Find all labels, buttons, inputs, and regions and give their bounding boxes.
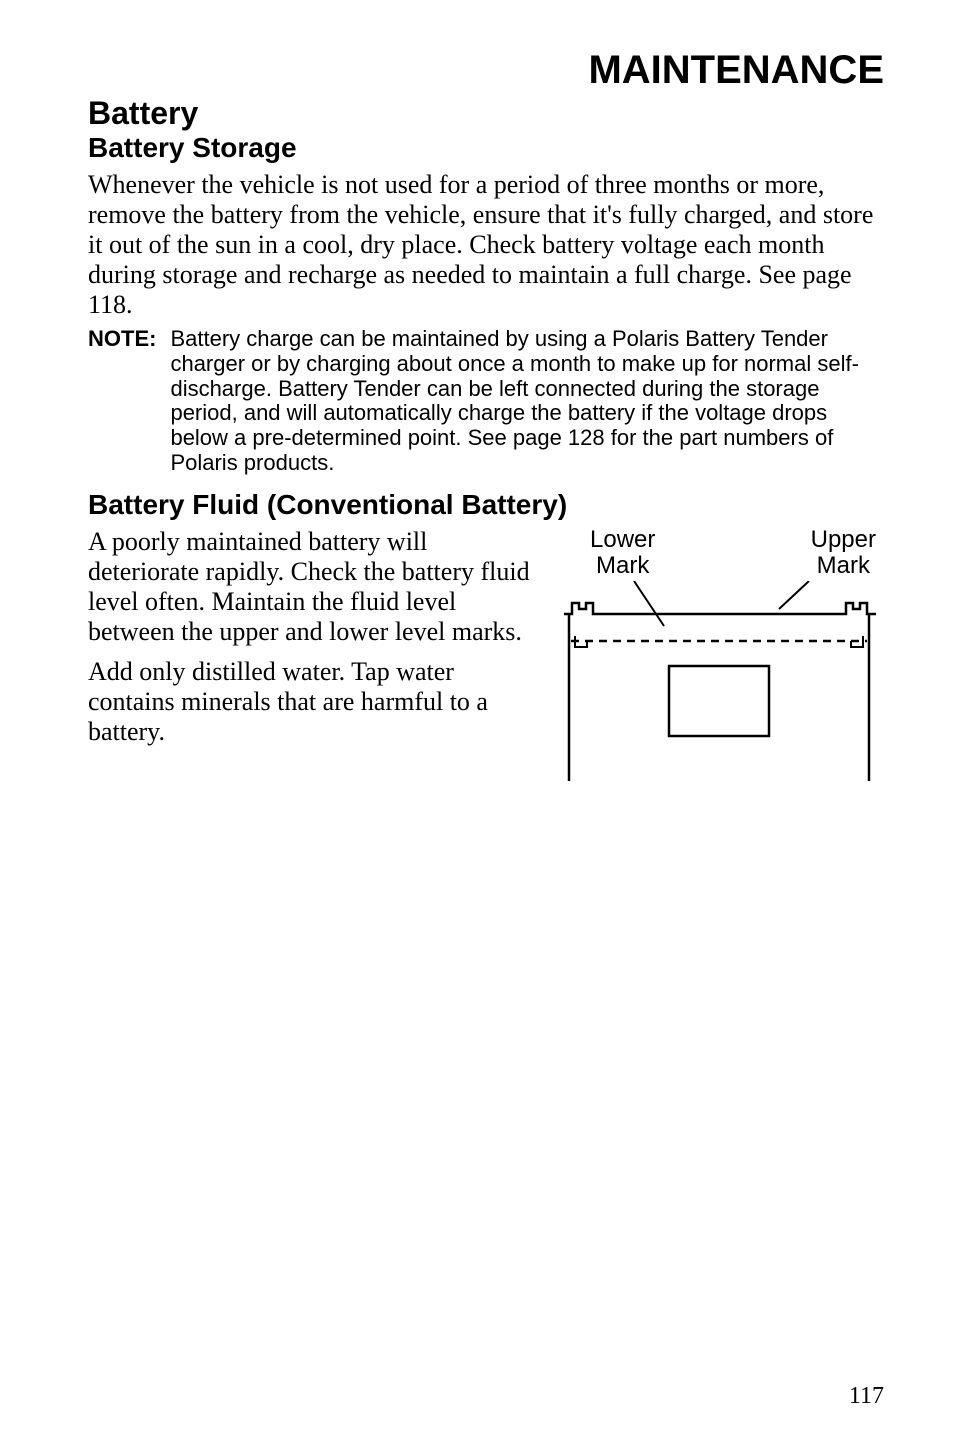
fluid-body-text-1: A poorly maintained battery will deterio… <box>88 527 530 647</box>
page-title: MAINTENANCE <box>88 48 884 93</box>
upper-mark-line1: Upper <box>811 526 876 553</box>
fluid-two-column: A poorly maintained battery will deterio… <box>88 527 884 786</box>
upper-mark-line2: Mark <box>817 552 870 579</box>
lower-mark-line1: Lower <box>590 526 655 553</box>
section-title-battery: Battery <box>88 95 884 132</box>
fluid-body-text-2: Add only distilled water. Tap water cont… <box>88 657 530 747</box>
subsection-title-storage: Battery Storage <box>88 132 884 164</box>
note-block: NOTE: Battery charge can be maintained b… <box>88 327 884 475</box>
battery-svg <box>554 581 884 781</box>
page-number: 117 <box>849 1383 884 1410</box>
battery-diagram: Lower Mark Upper Mark <box>554 527 884 786</box>
fluid-text-column: A poorly maintained battery will deterio… <box>88 527 530 786</box>
lower-mark-line2: Mark <box>596 552 649 579</box>
storage-body-text: Whenever the vehicle is not used for a p… <box>88 170 884 319</box>
upper-mark-label: Upper Mark <box>811 527 876 579</box>
note-text: Battery charge can be maintained by usin… <box>170 327 884 475</box>
subsection-title-fluid: Battery Fluid (Conventional Battery) <box>88 489 884 521</box>
lower-mark-label: Lower Mark <box>590 527 655 579</box>
diagram-labels: Lower Mark Upper Mark <box>554 527 884 579</box>
note-label: NOTE: <box>88 327 170 475</box>
